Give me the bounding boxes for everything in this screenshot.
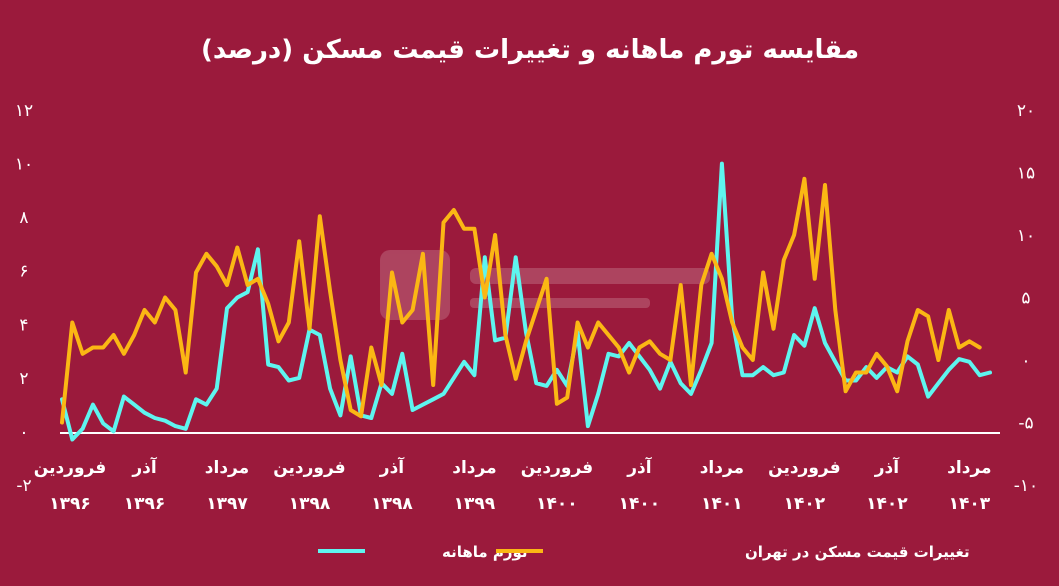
legend: تورم ماهانه تغییرات قیمت مسکن در تهران: [318, 543, 970, 561]
x-month-label: فروردین: [273, 458, 345, 478]
x-year-label: ۱۳۹۷: [206, 494, 248, 514]
right-tick-label: ۰: [1021, 351, 1030, 371]
x-year-label: ۱۴۰۳: [949, 494, 991, 514]
right-tick-label: ۲۰: [1017, 101, 1035, 121]
right-axis: ۲۰ ۱۵ ۱۰ ۵ ۰ -۵ -۱۰: [1014, 101, 1038, 496]
x-year-label: ۱۴۰۲: [866, 494, 908, 514]
legend-label-housing: تغییرات قیمت مسکن در تهران: [745, 543, 970, 561]
left-tick-label: ۰: [19, 422, 28, 442]
left-tick-label: ۶: [19, 262, 28, 282]
x-year-label: ۱۳۹۶: [49, 494, 91, 514]
left-tick-label: -۲: [16, 476, 31, 496]
x-month-label: آذر: [874, 456, 901, 478]
series-line-housing: [60, 176, 982, 425]
x-month-label: فروردین: [768, 458, 840, 478]
chart-title: مقایسه تورم ماهانه و تغییرات قیمت مسکن (…: [201, 35, 859, 65]
x-month-label: فروردین: [34, 458, 106, 478]
right-tick-label: ۱۰: [1017, 226, 1035, 246]
series-line-inflation: [60, 161, 992, 442]
x-year-label: ۱۳۹۸: [289, 494, 331, 514]
x-month-label: آذر: [131, 456, 158, 478]
right-tick-label: -۱۰: [1014, 476, 1038, 496]
x-axis-labels: فروردین ۱۳۹۶ آذر ۱۳۹۶ مرداد ۱۳۹۷ فروردین ۱۳۹۸ آذ…: [34, 456, 992, 514]
x-month-label: آذر: [379, 456, 406, 478]
x-month-label: فروردین: [521, 458, 593, 478]
x-year-label: ۱۳۹۶: [124, 494, 166, 514]
left-tick-label: ۱۰: [15, 155, 33, 175]
left-axis: ۱۲ ۱۰ ۸ ۶ ۴ ۲ ۰ -۲: [15, 101, 33, 496]
left-tick-label: ۲: [19, 369, 28, 389]
right-tick-label: -۵: [1018, 414, 1033, 434]
series-layer: [60, 161, 992, 442]
legend-label-inflation: تورم ماهانه: [442, 543, 528, 561]
x-year-label: ۱۳۹۸: [371, 494, 413, 514]
x-year-label: ۱۴۰۰: [536, 494, 578, 514]
left-tick-label: ۱۲: [15, 101, 33, 121]
x-year-label: ۱۴۰۰: [619, 494, 661, 514]
x-year-label: ۱۴۰۱: [701, 494, 743, 514]
right-tick-label: ۵: [1021, 289, 1030, 309]
left-tick-label: ۸: [19, 208, 28, 228]
x-month-label: مرداد: [947, 458, 991, 478]
x-month-label: مرداد: [452, 458, 496, 478]
x-month-label: آذر: [626, 456, 653, 478]
x-year-label: ۱۴۰۲: [784, 494, 826, 514]
x-month-label: مرداد: [205, 458, 249, 478]
right-tick-label: ۱۵: [1017, 164, 1035, 184]
x-year-label: ۱۳۹۹: [454, 494, 496, 514]
left-tick-label: ۴: [19, 315, 28, 335]
x-month-label: مرداد: [700, 458, 744, 478]
